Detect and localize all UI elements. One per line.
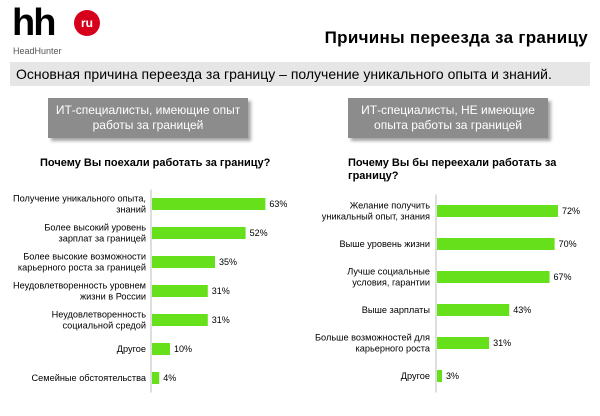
bar-left-4 (152, 314, 208, 326)
value-label-left-2: 35% (219, 257, 237, 267)
bar-right-4 (437, 337, 490, 349)
value-label-right-4: 31% (493, 338, 511, 348)
category-label-left-6: Семейные обстоятельства (32, 373, 147, 383)
page-title: Причины переезда за границу (324, 28, 588, 47)
chart-left: 63% Получение уникального опыта, знаний 52%… (13, 189, 287, 393)
category-label-left-3: Неудовлетворенность уровнем жизни в Росси… (13, 281, 146, 302)
bar-left-5 (152, 343, 170, 355)
group-box-with-experience: ИТ-специалисты, имеющие опыт работы за г… (48, 98, 248, 138)
category-label-left-1: Более высокий уровень зарплат за границей (44, 223, 146, 244)
group-title-without-experience: ИТ-специалисты, НЕ имеющие опыта работы … (361, 103, 535, 132)
value-label-right-1: 70% (559, 239, 577, 249)
value-label-left-0: 63% (269, 199, 287, 209)
category-label-right-2: Лучше социальные условия, гарантии (347, 267, 430, 288)
chart-title-left: Почему Вы поехали работать за границу? (40, 157, 271, 169)
category-label-right-5: Другое (401, 371, 430, 381)
chart-right: 72% Желание получить уникальный опыт, знан… (315, 194, 580, 393)
bar-left-3 (152, 285, 208, 297)
bar-left-0 (152, 198, 266, 210)
logo-subtitle: HeadHunter (13, 46, 62, 56)
group-title-with-experience: ИТ-специалисты, имеющие опыт работы за г… (55, 103, 241, 132)
category-label-right-0: Желание получить уникальный опыт, знания (322, 201, 430, 222)
bar-right-5 (437, 370, 443, 382)
bar-left-6 (152, 372, 160, 384)
value-label-right-2: 67% (554, 272, 572, 282)
group-box-without-experience: ИТ-специалисты, НЕ имеющие опыта работы … (348, 98, 548, 138)
headhunter-logo: hh ru HeadHunter (12, 2, 102, 58)
category-label-right-1: Выше уровень жизни (340, 239, 430, 249)
value-label-left-6: 4% (163, 373, 176, 383)
category-label-right-4: Больше возможностей для карьерного роста (315, 333, 431, 354)
value-label-right-3: 43% (513, 305, 531, 315)
bar-right-1 (437, 238, 555, 250)
logo-hh-text: hh (12, 2, 56, 44)
value-label-left-1: 52% (250, 228, 268, 238)
value-label-left-4: 31% (212, 315, 230, 325)
value-label-left-3: 31% (212, 286, 230, 296)
category-label-left-0: Получение уникального опыта, знаний (13, 194, 146, 215)
category-label-right-3: Выше зарплаты (362, 305, 430, 315)
bar-right-3 (437, 304, 510, 316)
value-label-right-0: 72% (562, 206, 580, 216)
bar-left-1 (152, 227, 246, 239)
chart-title-right: Почему Вы бы переехали работать за грани… (348, 157, 557, 182)
summary-banner: Основная причина переезда за границу – п… (10, 62, 590, 86)
bar-right-2 (437, 271, 550, 283)
value-label-right-5: 3% (446, 371, 459, 381)
value-label-left-5: 10% (174, 344, 192, 354)
category-label-left-4: Неудовлетворенность социальной средой (52, 310, 147, 331)
bar-right-0 (437, 205, 558, 217)
logo-ru-badge: ru (74, 10, 100, 36)
category-label-left-5: Другое (117, 344, 146, 354)
category-label-left-2: Более высокие возможности карьерного рост… (18, 252, 146, 273)
bar-left-2 (152, 256, 215, 268)
